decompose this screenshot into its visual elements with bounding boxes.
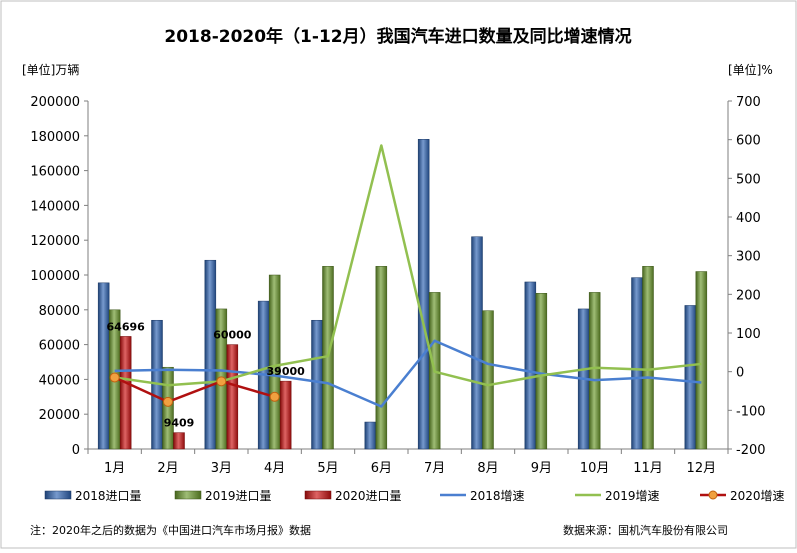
right-axis-tick-label: 700 — [736, 95, 761, 110]
left-axis-tick-label: 140000 — [30, 199, 80, 214]
legend-swatch-2018进口量 — [44, 490, 72, 500]
point-2020增速-1月 — [109, 372, 120, 383]
x-axis-category-label: 12月 — [687, 461, 717, 476]
legend-swatch-2020进口量 — [304, 490, 332, 500]
line-2019增速 — [114, 144, 702, 387]
left-axis-tick-label: 40000 — [39, 373, 80, 388]
bar-2018进口量-12月 — [684, 305, 697, 450]
data-label-4月: 39000 — [267, 365, 306, 378]
data-label-3月: 60000 — [213, 329, 252, 342]
chart-title: 2018-2020年（1-12月）我国汽车进口数量及同比增速情况 — [164, 26, 631, 47]
bar-2018进口量-3月 — [204, 259, 217, 450]
bar-2019进口量-2月 — [162, 366, 174, 450]
x-axis-category-label: 5月 — [317, 461, 338, 476]
x-axis-category-label: 9月 — [531, 461, 552, 476]
x-axis-category-label: 4月 — [264, 461, 285, 476]
right-axis-tick-label: -100 — [736, 404, 766, 419]
point-2020增速-3月 — [216, 376, 227, 387]
legend-label-2018增速: 2018增速 — [470, 489, 525, 503]
right-axis-tick-label: 500 — [736, 172, 761, 187]
line-2018增速 — [114, 339, 702, 408]
legend-label-2020增速: 2020增速 — [730, 489, 785, 503]
right-axis-tick-label: 0 — [736, 366, 744, 381]
right-axis-tick-label: 100 — [736, 327, 761, 342]
right-axis-tick-label: 400 — [736, 211, 761, 226]
left-axis-tick-label: 0 — [72, 443, 80, 458]
bar-2018进口量-11月 — [631, 277, 643, 450]
lines-layer — [109, 144, 702, 408]
legend-label-2019增速: 2019增速 — [605, 489, 660, 503]
bar-2019进口量-4月 — [268, 274, 281, 450]
x-axis-category-label: 1月 — [104, 461, 125, 476]
bar-2019进口量-12月 — [695, 271, 708, 450]
bar-2019进口量-8月 — [482, 310, 494, 450]
legend-label-2020进口量: 2020进口量 — [335, 489, 402, 503]
left-axis-tick-label: 180000 — [30, 130, 80, 145]
bar-2018进口量-7月 — [417, 139, 430, 450]
bar-2020进口量-1月 — [119, 336, 132, 450]
x-axis-category-label: 2月 — [157, 461, 178, 476]
left-axis-tick-label: 100000 — [30, 269, 80, 284]
x-axis-category-label: 10月 — [580, 461, 610, 476]
left-axis-tick-label: 120000 — [30, 234, 80, 249]
left-axis-tick-label: 20000 — [39, 408, 80, 423]
bar-2020进口量-3月 — [226, 344, 239, 450]
right-axis-tick-label: 200 — [736, 288, 761, 303]
left-axis-unit: [单位]万辆 — [22, 62, 79, 77]
data-source: 数据来源：国机汽车股份有限公司 — [563, 523, 728, 537]
line-2020增速 — [114, 376, 276, 404]
legend-marker-2020增速 — [708, 490, 718, 500]
footnote: 注：2020年之后的数据为《中国进口汽车市场月报》数据 — [30, 523, 311, 537]
left-axis-tick-label: 200000 — [30, 95, 80, 110]
left-axis-tick-label: 160000 — [30, 165, 80, 180]
bar-2019进口量-9月 — [535, 293, 548, 450]
left-axis-tick-label: 80000 — [39, 304, 80, 319]
bar-2018进口量-9月 — [524, 281, 537, 450]
x-axis-category-label: 8月 — [477, 461, 498, 476]
right-axis-tick-label: 600 — [736, 134, 761, 149]
bar-2018进口量-1月 — [97, 282, 110, 450]
bar-2018进口量-6月 — [364, 421, 377, 450]
legend-label-2019进口量: 2019进口量 — [205, 489, 272, 503]
right-axis-unit: [单位]% — [728, 62, 773, 77]
left-axis-tick-label: 60000 — [39, 339, 80, 354]
point-2020增速-4月 — [269, 391, 280, 402]
legend-label-2018进口量: 2018进口量 — [75, 489, 142, 503]
data-label-2月: 9409 — [164, 417, 195, 430]
bar-2018进口量-5月 — [311, 319, 323, 450]
x-axis-category-label: 3月 — [211, 461, 232, 476]
bar-2019进口量-10月 — [588, 292, 601, 450]
legend-swatch-2019进口量 — [174, 490, 202, 500]
legend: 2018进口量 2019进口量 2020进口量 2018增速 2019增速 2020增速 — [44, 489, 785, 503]
point-2020增速-2月 — [163, 396, 173, 407]
bar-2020进口量-4月 — [279, 380, 292, 450]
bar-2019进口量-6月 — [375, 266, 388, 450]
right-axis-tick-label: -200 — [736, 443, 766, 458]
x-axis-category-label: 7月 — [424, 461, 445, 476]
data-label-1月: 64696 — [107, 320, 146, 333]
bar-2019进口量-11月 — [642, 266, 654, 450]
data-labels-layer: 64696 9409 60000 39000 — [107, 320, 306, 429]
x-axis-category-label: 6月 — [371, 461, 392, 476]
axes-layer: 0 20000 40000 60000 80000 100000 120000 140000 1… — [30, 95, 765, 476]
bar-2018进口量-8月 — [471, 236, 483, 450]
right-axis-tick-label: 300 — [736, 250, 761, 265]
x-axis-category-label: 11月 — [633, 461, 663, 476]
bar-2020进口量-2月 — [173, 432, 185, 450]
